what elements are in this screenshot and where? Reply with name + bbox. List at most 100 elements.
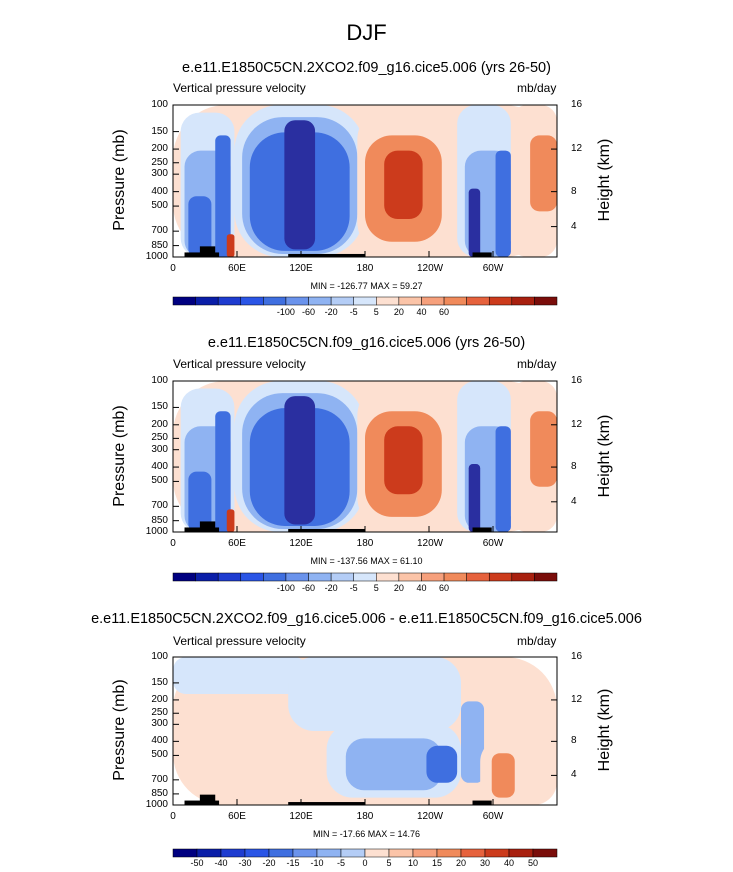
y-tick-label: 250: [151, 156, 168, 168]
y-tick-label: 300: [151, 718, 168, 730]
colorbar-tick-label: -20: [262, 858, 276, 868]
colorbar-tick-label: 30: [479, 858, 490, 868]
colorbar-box: [172, 572, 196, 582]
panel-variable-label: Vertical pressure velocity: [173, 81, 306, 95]
topography-mask: [288, 528, 365, 532]
y-tick-label: 250: [151, 432, 168, 444]
y-tick-label: 300: [151, 443, 168, 455]
colorbar-box: [172, 296, 196, 306]
topography-mask: [199, 794, 216, 805]
contour-region: [426, 745, 458, 783]
y-tick-label: 100: [151, 375, 168, 386]
colorbar-box: [534, 296, 558, 306]
colorbar-tick-label: 5: [373, 583, 379, 593]
colorbar: [172, 296, 558, 306]
y2-tick-label: 4: [571, 495, 577, 507]
contour-region: [288, 657, 461, 731]
colorbar-box: [488, 296, 513, 306]
contour-region: [530, 135, 557, 212]
y-tick-label: 400: [151, 461, 168, 473]
colorbar-box: [466, 572, 490, 582]
colorbar-box: [376, 296, 400, 306]
colorbar-tick-label: -5: [349, 583, 358, 593]
y2-axis-title: Height (km): [596, 138, 613, 222]
topography-mask: [288, 802, 365, 805]
y-tick-label: 150: [151, 401, 168, 413]
x-tick-label: 120W: [417, 811, 444, 822]
colorbar-box: [263, 296, 287, 306]
colorbar-box: [412, 848, 438, 858]
y2-tick-label: 16: [571, 651, 583, 662]
y2-tick-label: 12: [571, 143, 583, 155]
x-tick-label: 120W: [417, 538, 444, 549]
colorbar-tick-label: -60: [302, 583, 316, 593]
colorbar-box: [316, 848, 342, 858]
colorbar-box: [443, 572, 467, 582]
contour-plot: [172, 380, 558, 533]
colorbar-box: [353, 572, 377, 582]
colorbar-box: [268, 848, 294, 858]
colorbar-box: [195, 296, 219, 306]
contour-region: [495, 150, 511, 257]
contour-region: [215, 135, 231, 257]
colorbar-box: [285, 572, 309, 582]
x-tick-label: 180: [356, 263, 374, 274]
y-axis-title: Pressure (mb): [111, 404, 128, 507]
y2-tick-label: 4: [571, 220, 577, 232]
colorbar-box: [398, 296, 422, 306]
panel-title: e.e11.E1850C5CN.2XCO2.f09_g16.cice5.006 …: [91, 611, 642, 627]
colorbar-box: [240, 572, 264, 582]
min-max-label: MIN = -126.77 MAX = 59.27: [310, 281, 423, 291]
colorbar-box: [195, 572, 219, 582]
colorbar-box: [421, 572, 445, 582]
x-tick-label: 120E: [289, 811, 313, 822]
y-tick-label: 400: [151, 735, 168, 747]
colorbar-tick-label: -5: [336, 858, 345, 868]
y-tick-label: 150: [151, 125, 168, 137]
colorbar-tick-label: 20: [455, 858, 466, 868]
colorbar-tick-label: 5: [373, 307, 379, 317]
y-tick-label: 300: [151, 168, 168, 180]
panel-variable-label: Vertical pressure velocity: [173, 634, 306, 648]
colorbar-tick-label: -100: [276, 583, 295, 593]
y-tick-label: 1000: [145, 799, 168, 810]
x-tick-label: 0: [170, 263, 176, 274]
colorbar-box: [244, 848, 270, 858]
colorbar-tick-label: -20: [324, 583, 338, 593]
colorbar-tick-label: 40: [503, 858, 514, 868]
colorbar-box: [217, 296, 242, 306]
contour-region: [491, 753, 515, 798]
colorbar-box: [308, 572, 332, 582]
contour-region: [188, 471, 212, 532]
x-tick-label: 60E: [228, 811, 246, 822]
y-axis-title: Pressure (mb): [111, 679, 128, 781]
colorbar-tick-label: -40: [214, 858, 228, 868]
colorbar-box: [330, 572, 354, 582]
colorbar-tick-label: 15: [431, 858, 442, 868]
colorbar-tick-label: -20: [324, 307, 338, 317]
x-tick-label: 60E: [228, 263, 246, 274]
x-tick-label: 60W: [482, 263, 504, 274]
y-tick-label: 500: [151, 749, 168, 761]
colorbar-tick-label: 0: [362, 858, 368, 868]
y-tick-label: 150: [151, 676, 168, 688]
colorbar-box: [511, 296, 535, 306]
x-tick-label: 120W: [417, 263, 444, 274]
y2-axis-title: Height (km): [596, 414, 613, 497]
colorbar-tick-label: 20: [393, 307, 404, 317]
y-tick-label: 850: [151, 787, 168, 799]
panel-units-label: mb/day: [517, 81, 557, 95]
y-tick-label: 700: [151, 500, 168, 512]
y2-tick-label: 16: [571, 375, 583, 386]
y-tick-label: 850: [151, 514, 168, 526]
y-tick-label: 250: [151, 707, 168, 719]
colorbar-box: [508, 848, 534, 858]
contour-region: [215, 411, 231, 532]
panel-title: e.e11.E1850C5CN.2XCO2.f09_g16.cice5.006 …: [182, 60, 551, 76]
x-tick-label: 180: [356, 811, 374, 822]
contour-region: [384, 426, 423, 495]
y-tick-label: 700: [151, 773, 168, 785]
colorbar-box: [398, 572, 422, 582]
colorbar-tick-label: -30: [238, 858, 252, 868]
colorbar-tick-label: -15: [286, 858, 300, 868]
